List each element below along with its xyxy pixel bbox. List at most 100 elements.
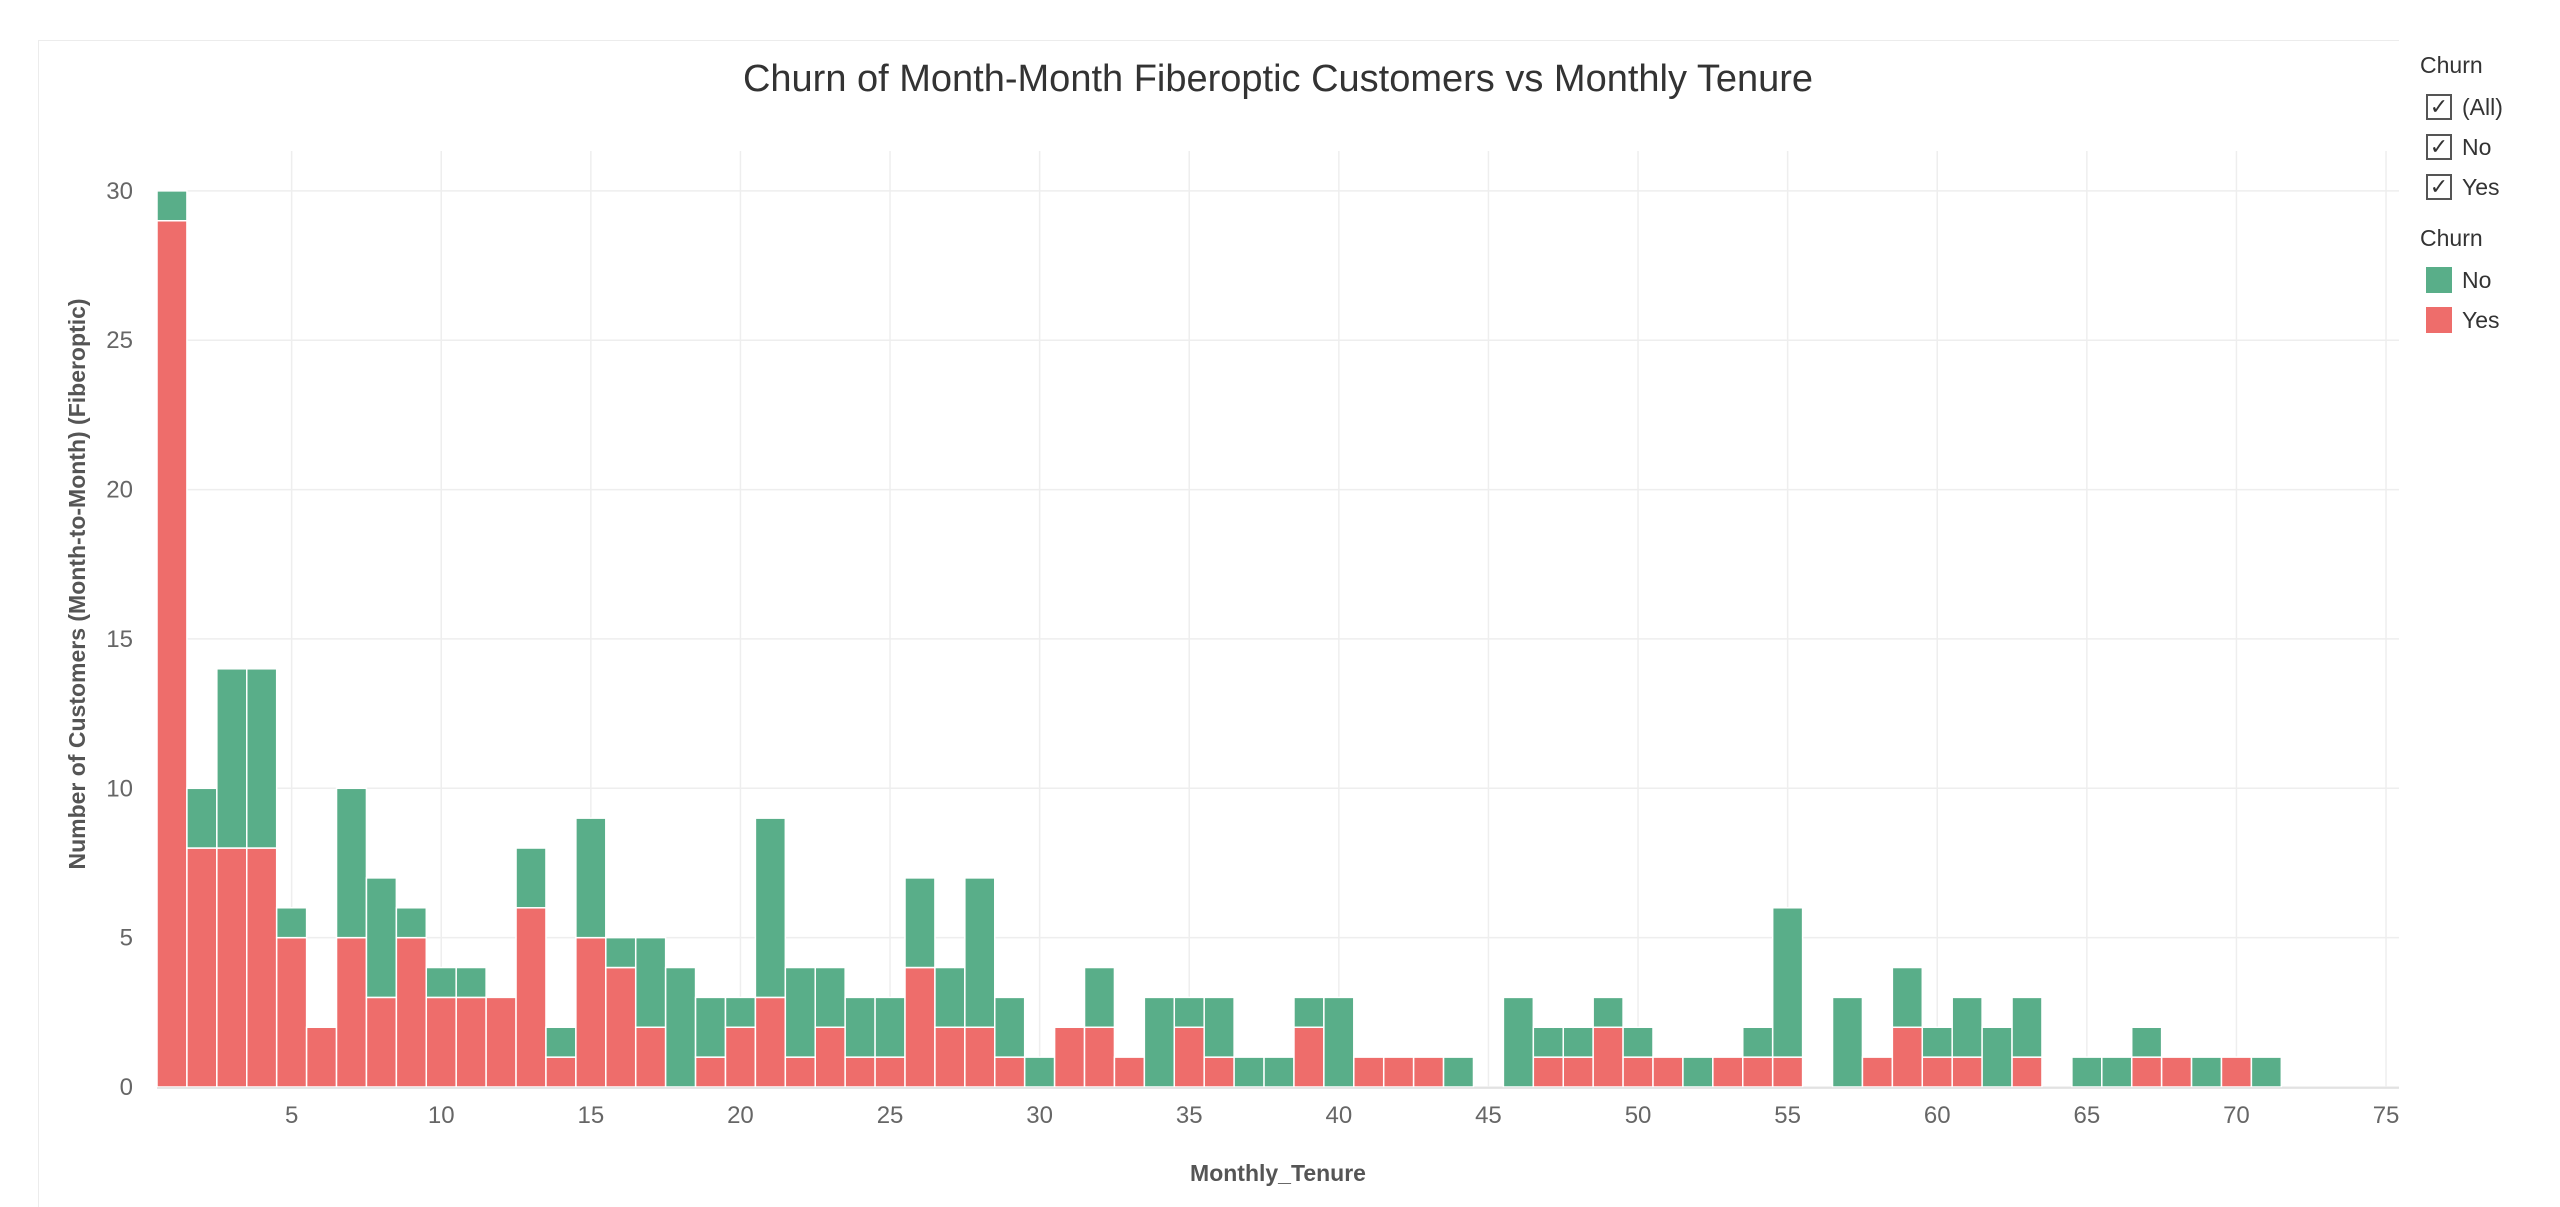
legend-swatch-yes	[2426, 307, 2452, 333]
bar-no	[1502, 996, 1535, 1088]
bar-yes	[275, 936, 308, 1088]
bar-no	[1323, 996, 1355, 1088]
bar-yes	[1412, 1056, 1445, 1088]
bar-no	[874, 996, 906, 1058]
bar-no	[1083, 966, 1116, 1029]
bar-yes	[1562, 1056, 1594, 1088]
bar-yes	[1293, 1026, 1325, 1088]
bar-yes	[934, 1026, 966, 1088]
bar-yes	[1652, 1056, 1684, 1088]
bar-no	[575, 817, 607, 939]
filter-item-no[interactable]: ✓ No	[2420, 127, 2550, 167]
bar-no	[1263, 1056, 1295, 1088]
bar-no	[1891, 966, 1924, 1029]
bar-yes	[964, 1026, 996, 1088]
bar-no	[1532, 1026, 1564, 1058]
legend-item-no[interactable]: No	[2420, 260, 2550, 300]
bar-no	[186, 787, 218, 849]
checkbox-checked-icon[interactable]: ✓	[2426, 134, 2452, 160]
y-tick-label: 25	[106, 327, 133, 354]
bar-no	[605, 936, 637, 969]
bar-no	[1442, 1056, 1475, 1088]
bar-yes	[1592, 1026, 1624, 1088]
bar-yes	[1891, 1026, 1924, 1088]
bar-no	[1173, 996, 1205, 1029]
bar-yes	[305, 1026, 338, 1088]
filter-item-yes[interactable]: ✓ Yes	[2420, 167, 2550, 207]
bar-no	[425, 966, 457, 999]
legend-label: Yes	[2462, 306, 2500, 333]
bar-yes	[1203, 1056, 1235, 1088]
bar-yes	[784, 1056, 816, 1088]
bar-yes	[874, 1056, 906, 1088]
bar-yes	[156, 219, 188, 1088]
legend-panel: Churn ✓ (All) ✓ No ✓ Yes Churn No Yes	[2420, 52, 2550, 340]
bar-yes	[605, 966, 637, 1088]
bar-no	[246, 668, 278, 849]
bar-yes	[904, 966, 936, 1088]
bar-no	[724, 996, 757, 1029]
bar-no	[1622, 1026, 1654, 1058]
bar-yes	[216, 847, 248, 1088]
bar-no	[2190, 1056, 2223, 1088]
color-legend: Churn No Yes	[2420, 225, 2550, 340]
y-tick-label: 10	[106, 775, 133, 802]
filter-item-all[interactable]: ✓ (All)	[2420, 87, 2550, 127]
bar-no	[335, 787, 368, 939]
bar-no	[784, 966, 816, 1058]
bar-yes	[634, 1026, 667, 1088]
bar-no	[2011, 996, 2043, 1058]
legend-title: Churn	[2420, 225, 2483, 251]
x-tick-label: 55	[1774, 1102, 1801, 1129]
filter-label: (All)	[2462, 93, 2503, 120]
x-tick-label: 5	[285, 1102, 298, 1129]
bar-no	[694, 996, 727, 1058]
bar-yes	[1861, 1056, 1894, 1088]
x-tick-label: 35	[1176, 1102, 1203, 1129]
bar-yes	[994, 1056, 1026, 1088]
bar-yes	[395, 936, 428, 1088]
x-tick-label: 25	[877, 1102, 904, 1129]
bar-yes	[2220, 1056, 2253, 1088]
bar-no	[1023, 1056, 1056, 1088]
bar-yes	[1083, 1026, 1116, 1088]
legend-swatch-no	[2426, 267, 2452, 293]
x-tick-label: 75	[2373, 1102, 2399, 1129]
bar-yes	[545, 1056, 577, 1088]
legend-item-yes[interactable]: Yes	[2420, 300, 2550, 340]
y-tick-label: 20	[106, 477, 133, 504]
bar-yes	[724, 1026, 757, 1088]
bar-yes	[1053, 1026, 1086, 1088]
bar-no	[2101, 1056, 2133, 1088]
bar-no	[844, 996, 876, 1058]
checkbox-checked-icon[interactable]: ✓	[2426, 174, 2452, 200]
bar-no	[754, 817, 787, 999]
bar-no	[934, 966, 966, 1029]
bar-no	[1562, 1026, 1594, 1058]
bar-yes	[2011, 1056, 2043, 1088]
bar-yes	[844, 1056, 876, 1088]
bar-yes	[1712, 1056, 1744, 1088]
bar-no	[964, 877, 996, 1029]
x-tick-label: 20	[727, 1102, 754, 1129]
bar-yes	[814, 1026, 846, 1088]
bar-yes	[1532, 1056, 1564, 1088]
bar-yes	[1951, 1056, 1983, 1088]
bar-no	[1981, 1026, 2013, 1088]
bar-no	[1682, 1056, 1714, 1088]
y-tick-label: 15	[106, 626, 133, 653]
bar-no	[1921, 1026, 1953, 1058]
bar-yes	[575, 936, 607, 1088]
x-tick-label: 40	[1325, 1102, 1352, 1129]
bar-yes	[485, 996, 517, 1088]
bar-yes	[455, 996, 487, 1088]
checkbox-checked-icon[interactable]: ✓	[2426, 94, 2452, 120]
bar-no	[1293, 996, 1325, 1029]
bar-no	[634, 936, 667, 1029]
histogram-chart: 5 10 15 20 25 30 35 40 45 50 55 60 65 70 75 0 5 10 15 20 25 3…	[64, 58, 2399, 1186]
x-tick-label: 60	[1924, 1102, 1951, 1129]
bar-yes	[515, 907, 547, 1088]
bar-no	[515, 847, 547, 909]
bar-yes	[1173, 1026, 1205, 1088]
bar-no	[1742, 1026, 1774, 1058]
